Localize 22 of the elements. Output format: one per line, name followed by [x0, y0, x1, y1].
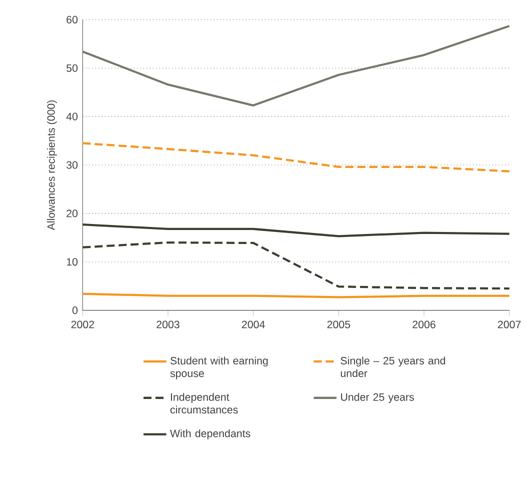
line-series — [82, 142, 510, 172]
y-tick-label: 60 — [66, 16, 78, 24]
y-tick-label: 30 — [66, 161, 78, 169]
y-tick-label: 10 — [66, 258, 78, 266]
y-axis-title: Allowances recipients (000) — [46, 100, 57, 230]
x-tick-label: 2002 — [71, 320, 94, 328]
y-tick-label: 50 — [66, 64, 78, 72]
legend-label: Independent circumstances — [170, 393, 238, 414]
x-tick-label: 2006 — [412, 320, 436, 328]
x-tick-label: 2007 — [498, 320, 521, 328]
line-series — [82, 24, 510, 106]
line-series — [82, 224, 510, 238]
legend-label: Under 25 years — [341, 393, 414, 403]
x-tick-label: 2004 — [242, 320, 265, 328]
legend-label: Student with earning spouse — [170, 356, 268, 380]
legend-label: Single – 25 years and under — [340, 356, 446, 378]
y-tick-label: 0 — [72, 306, 78, 314]
x-tick-label: 2003 — [156, 320, 180, 328]
legend-label: With dependants — [170, 429, 250, 440]
y-tick-label: 20 — [66, 210, 78, 218]
x-tick-label: 2005 — [327, 320, 350, 328]
y-tick-label: 40 — [66, 112, 78, 120]
